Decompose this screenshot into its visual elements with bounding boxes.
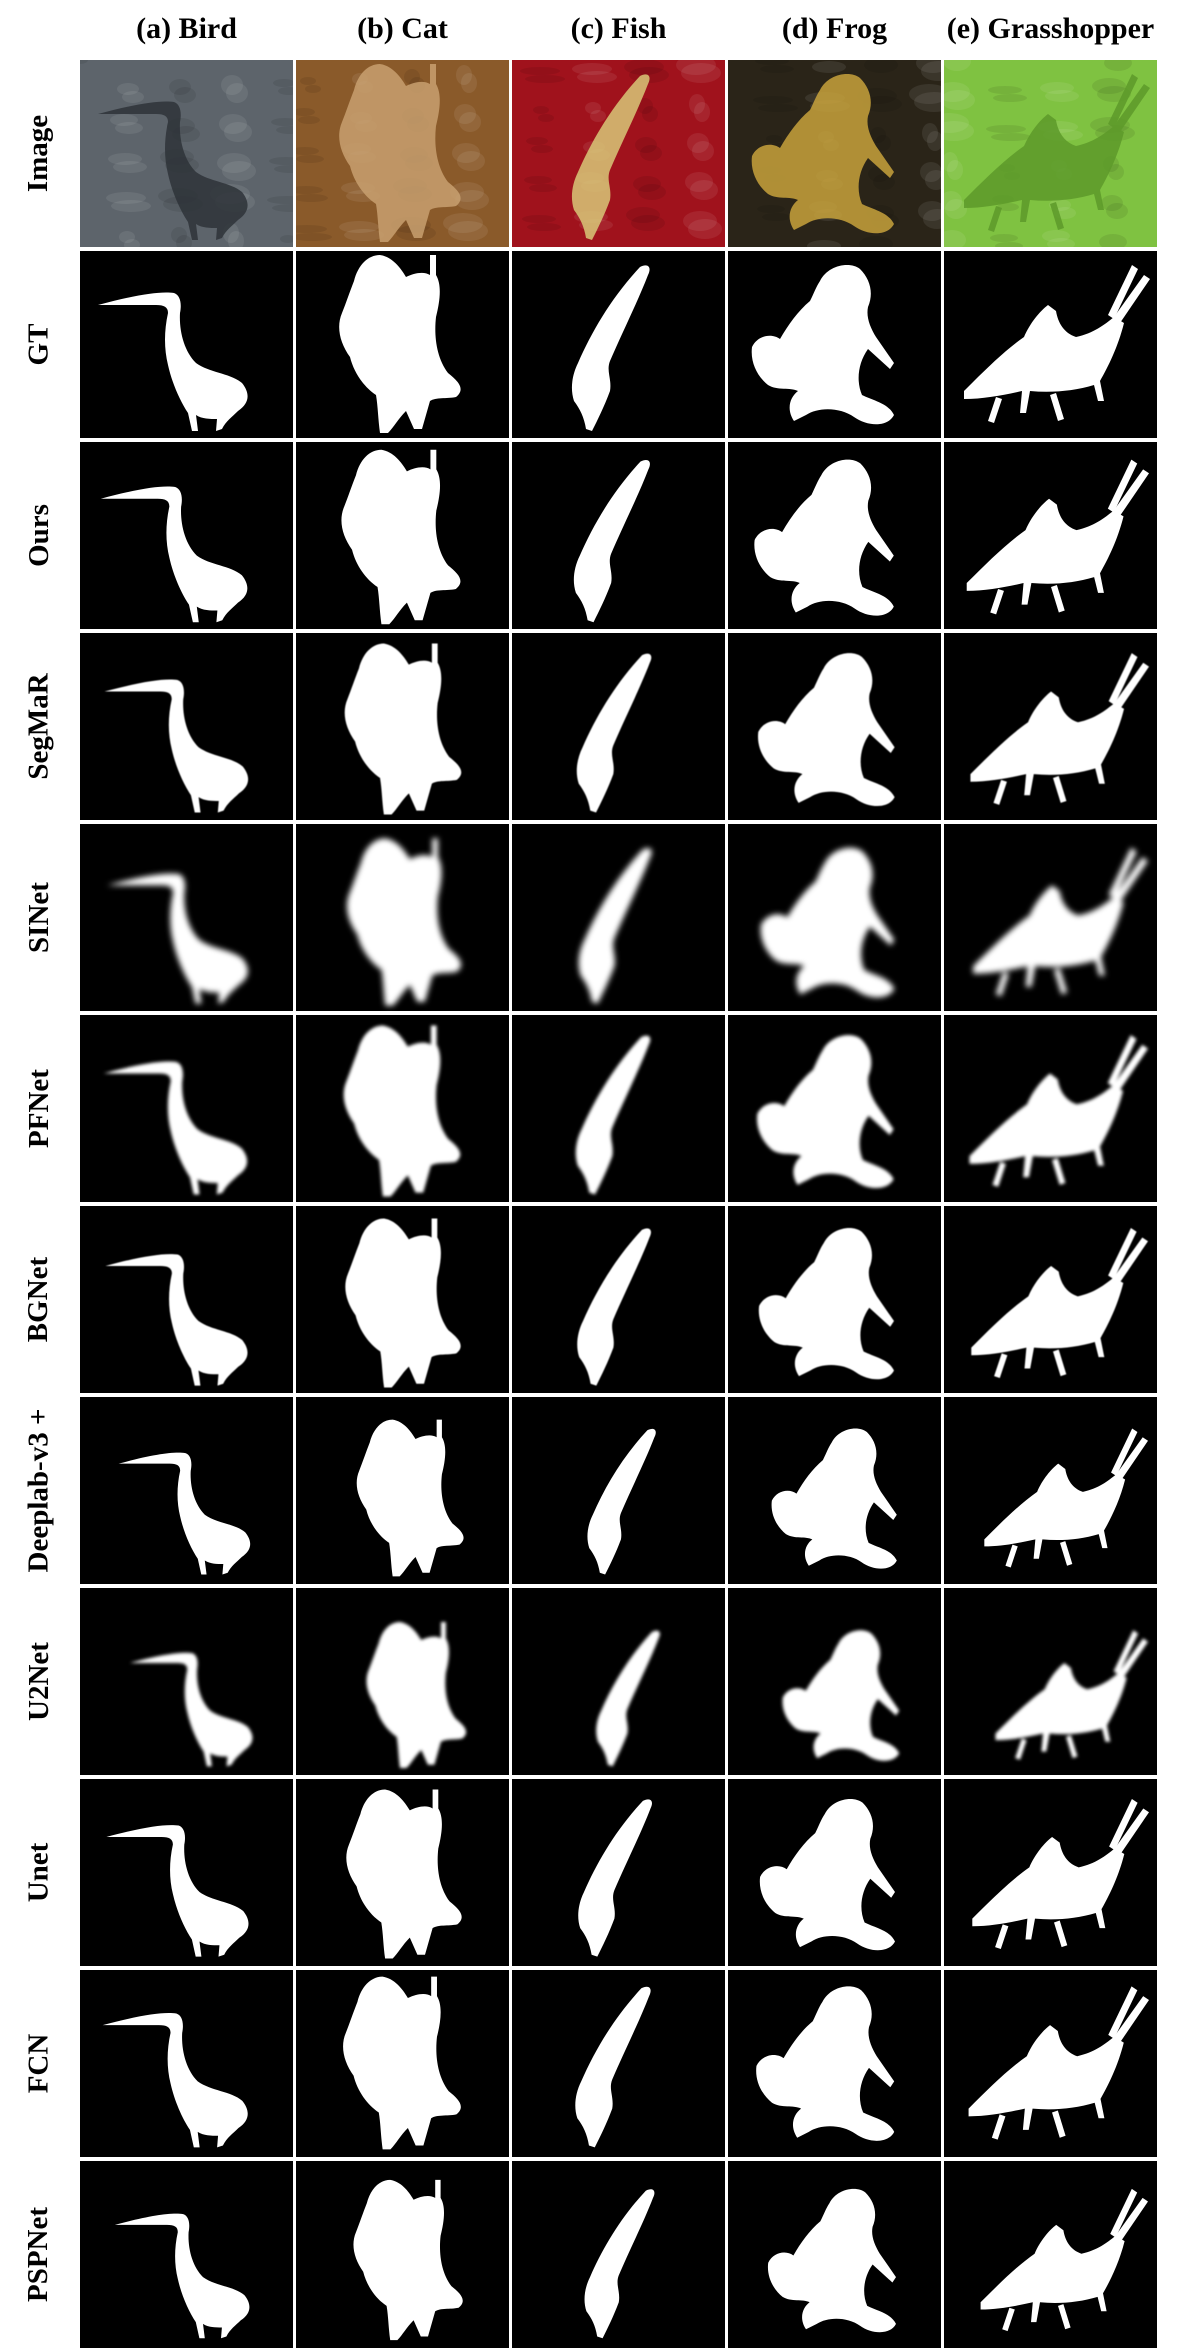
mask-gt-frog — [728, 251, 941, 438]
mask-deeplab-v3-fish — [512, 1397, 725, 1584]
mask-sinet-bird — [80, 824, 293, 1011]
mask-deeplab-v3-grasshopper — [944, 1397, 1157, 1584]
mask-pfnet-bird — [80, 1015, 293, 1202]
mask-deeplab-v3-bird — [80, 1397, 293, 1584]
row-label-text: PSPNet — [22, 2206, 55, 2303]
mask-pspnet-grasshopper — [944, 2161, 1157, 2348]
row-label-text: Deeplab-v3 + — [22, 1408, 55, 1573]
photo-image-frog — [728, 60, 941, 247]
row-label-pspnet: PSPNet — [0, 2161, 78, 2348]
mask-pfnet-frog — [728, 1015, 941, 1202]
row-label-text: Image — [22, 114, 55, 193]
photo-image-fish — [512, 60, 725, 247]
row-label-ours: Ours — [0, 442, 78, 629]
mask-pspnet-bird — [80, 2161, 293, 2348]
mask-deeplab-v3-cat — [296, 1397, 509, 1584]
mask-fcn-bird — [80, 1970, 293, 2157]
mask-unet-grasshopper — [944, 1779, 1157, 1966]
photo-image-cat — [296, 60, 509, 247]
row-label-fcn: FCN — [0, 1970, 78, 2157]
mask-bgnet-grasshopper — [944, 1206, 1157, 1393]
column-header-grasshopper: (e) Grasshopper — [946, 12, 1155, 45]
column-header-bird: (a) Bird — [136, 12, 237, 45]
mask-unet-fish — [512, 1779, 725, 1966]
mask-fcn-grasshopper — [944, 1970, 1157, 2157]
row-label-text: GT — [22, 323, 55, 366]
mask-segmar-grasshopper — [944, 633, 1157, 820]
row-label-text: PFNet — [22, 1069, 55, 1148]
mask-u2net-cat — [296, 1588, 509, 1775]
row-label-text: U2Net — [22, 1642, 55, 1721]
mask-ours-bird — [80, 442, 293, 629]
row-label-unet: Unet — [0, 1779, 78, 1966]
row-label-text: SegMaR — [22, 673, 55, 780]
mask-ours-cat — [296, 442, 509, 629]
mask-sinet-grasshopper — [944, 824, 1157, 1011]
row-label-deeplab-v3: Deeplab-v3 + — [0, 1397, 78, 1584]
mask-deeplab-v3-frog — [728, 1397, 941, 1584]
column-header-cat: (b) Cat — [357, 12, 448, 45]
mask-pfnet-grasshopper — [944, 1015, 1157, 1202]
row-label-sinet: SINet — [0, 824, 78, 1011]
mask-ours-fish — [512, 442, 725, 629]
mask-pspnet-cat — [296, 2161, 509, 2348]
row-label-u2net: U2Net — [0, 1588, 78, 1775]
mask-fcn-fish — [512, 1970, 725, 2157]
row-label-bgnet: BGNet — [0, 1206, 78, 1393]
mask-pspnet-fish — [512, 2161, 725, 2348]
mask-unet-bird — [80, 1779, 293, 1966]
mask-pspnet-frog — [728, 2161, 941, 2348]
mask-u2net-fish — [512, 1588, 725, 1775]
mask-bgnet-cat — [296, 1206, 509, 1393]
mask-gt-grasshopper — [944, 251, 1157, 438]
mask-ours-frog — [728, 442, 941, 629]
row-label-image: Image — [0, 60, 78, 247]
mask-u2net-bird — [80, 1588, 293, 1775]
mask-pfnet-cat — [296, 1015, 509, 1202]
mask-pfnet-fish — [512, 1015, 725, 1202]
photo-image-bird — [80, 60, 293, 247]
mask-u2net-grasshopper — [944, 1588, 1157, 1775]
mask-sinet-fish — [512, 824, 725, 1011]
column-header-frog: (d) Frog — [781, 12, 888, 45]
column-header-fish: (c) Fish — [570, 12, 667, 45]
row-label-text: Ours — [22, 504, 55, 567]
mask-unet-cat — [296, 1779, 509, 1966]
row-label-text: Unet — [22, 1842, 55, 1903]
mask-segmar-bird — [80, 633, 293, 820]
mask-gt-fish — [512, 251, 725, 438]
mask-fcn-cat — [296, 1970, 509, 2157]
photo-image-grasshopper — [944, 60, 1157, 247]
mask-bgnet-bird — [80, 1206, 293, 1393]
mask-unet-frog — [728, 1779, 941, 1966]
mask-segmar-fish — [512, 633, 725, 820]
mask-bgnet-fish — [512, 1206, 725, 1393]
row-label-text: BGNet — [22, 1256, 55, 1343]
row-label-pfnet: PFNet — [0, 1015, 78, 1202]
row-label-gt: GT — [0, 251, 78, 438]
mask-segmar-frog — [728, 633, 941, 820]
mask-segmar-cat — [296, 633, 509, 820]
mask-bgnet-frog — [728, 1206, 941, 1393]
row-label-text: FCN — [22, 2033, 55, 2094]
mask-sinet-cat — [296, 824, 509, 1011]
mask-sinet-frog — [728, 824, 941, 1011]
mask-fcn-frog — [728, 1970, 941, 2157]
mask-ours-grasshopper — [944, 442, 1157, 629]
mask-gt-bird — [80, 251, 293, 438]
row-label-segmar: SegMaR — [0, 633, 78, 820]
row-label-text: SINet — [22, 882, 55, 953]
mask-gt-cat — [296, 251, 509, 438]
mask-u2net-frog — [728, 1588, 941, 1775]
